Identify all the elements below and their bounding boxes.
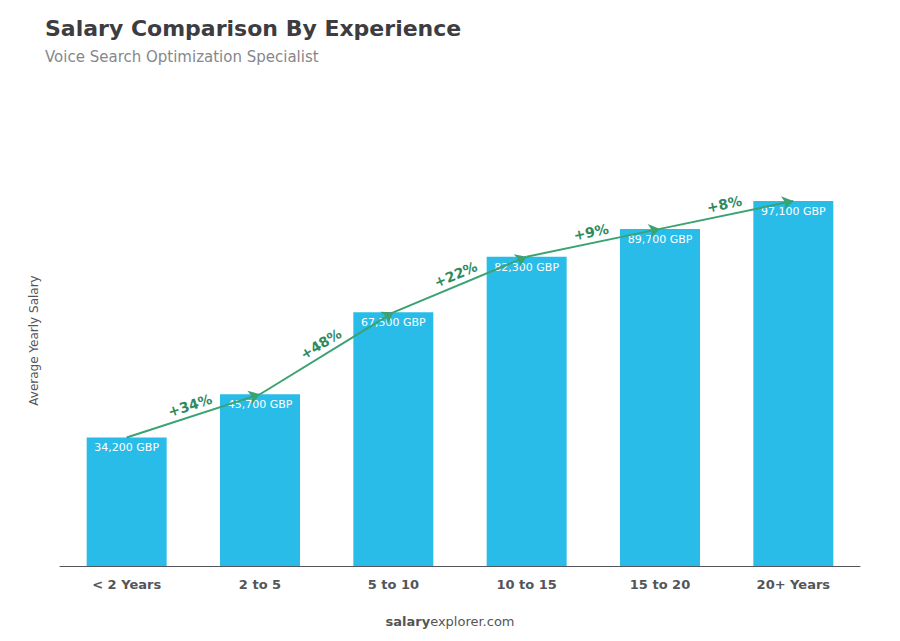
svg-text:+48%: +48%	[297, 325, 344, 362]
svg-text:97,100 GBP: 97,100 GBP	[761, 205, 826, 218]
svg-text:45,700 GBP: 45,700 GBP	[228, 398, 293, 411]
svg-text:67,500 GBP: 67,500 GBP	[361, 316, 426, 330]
svg-text:10 to 15: 10 to 15	[496, 577, 556, 592]
svg-text:5 to 10: 5 to 10	[368, 577, 419, 592]
svg-text:+34%: +34%	[166, 391, 214, 420]
svg-text:2 to 5: 2 to 5	[239, 577, 281, 592]
svg-text:salary: salary	[385, 614, 430, 629]
svg-text:Salary Comparison By Experienc: Salary Comparison By Experience	[45, 16, 461, 41]
svg-text:82,300 GBP: 82,300 GBP	[494, 260, 559, 274]
svg-text:explorer.com: explorer.com	[430, 614, 514, 629]
svg-text:Average Yearly Salary: Average Yearly Salary	[27, 275, 41, 405]
svg-text:< 2 Years: < 2 Years	[92, 577, 161, 592]
svg-text:Voice Search Optimization Spec: Voice Search Optimization Specialist	[45, 48, 319, 66]
svg-text:15 to 20: 15 to 20	[630, 577, 690, 592]
svg-text:20+ Years: 20+ Years	[757, 577, 831, 592]
svg-text:34,200 GBP: 34,200 GBP	[94, 441, 159, 454]
svg-text:+22%: +22%	[432, 258, 480, 290]
svg-text:+8%: +8%	[705, 193, 743, 216]
svg-text:89,700 GBP: 89,700 GBP	[628, 233, 693, 246]
svg-text:+9%: +9%	[572, 221, 610, 244]
